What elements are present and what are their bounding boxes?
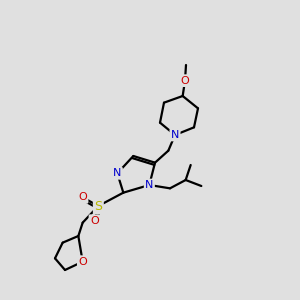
Text: O: O <box>78 257 87 267</box>
Text: N: N <box>145 180 154 190</box>
Text: O: O <box>181 76 189 86</box>
Text: N: N <box>113 168 122 178</box>
Text: S: S <box>94 200 102 212</box>
Text: O: O <box>90 216 99 226</box>
Text: N: N <box>171 130 179 140</box>
Text: O: O <box>78 192 87 202</box>
